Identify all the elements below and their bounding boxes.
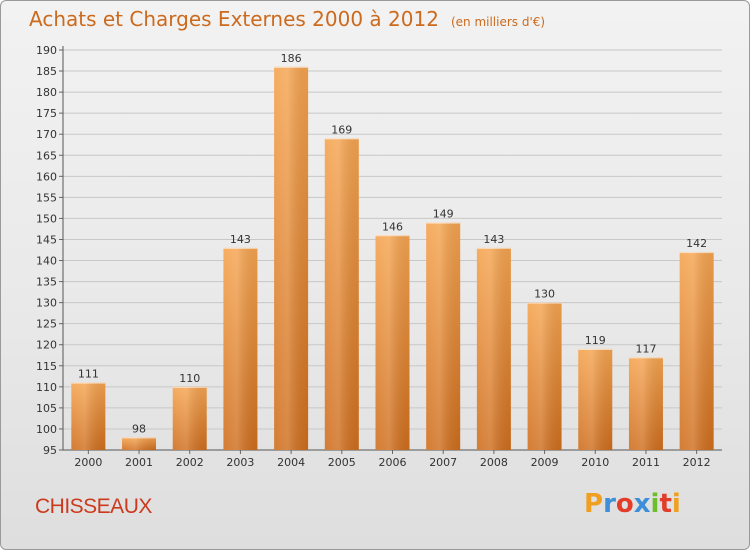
bar-value-label: 143 bbox=[230, 233, 251, 246]
bar-value-label: 143 bbox=[483, 233, 504, 246]
x-tick-label: 2005 bbox=[328, 456, 356, 469]
bar-value-label: 130 bbox=[534, 288, 555, 301]
y-tick-label: 150 bbox=[36, 212, 57, 225]
y-tick-label: 110 bbox=[36, 381, 57, 394]
y-tick-label: 130 bbox=[36, 297, 57, 310]
bar-shine bbox=[375, 235, 410, 450]
logo-letter: x bbox=[633, 489, 651, 519]
axes: 95 100 105 110 115 120 125 130 135 140 145 150 155 16… bbox=[36, 44, 722, 469]
y-tick-label: 125 bbox=[36, 318, 57, 331]
place-name: CHISSEAUX bbox=[35, 495, 152, 518]
logo-letter: r bbox=[603, 489, 616, 519]
y-tick-label: 120 bbox=[36, 339, 57, 352]
bar-shine bbox=[476, 247, 511, 450]
bar-value-label: 119 bbox=[585, 334, 606, 347]
x-tick-label: 2009 bbox=[531, 456, 559, 469]
y-tick-label: 160 bbox=[36, 170, 57, 183]
bar-shine bbox=[679, 252, 714, 450]
bar-shine bbox=[71, 382, 106, 450]
x-tick-label: 2012 bbox=[683, 456, 711, 469]
chart-title-text: Achats et Charges Externes 2000 à 2012 bbox=[29, 7, 439, 31]
y-tick-label: 140 bbox=[36, 255, 57, 268]
bar-value-label: 146 bbox=[382, 220, 403, 233]
y-tick-label: 170 bbox=[36, 128, 57, 141]
y-tick-label: 185 bbox=[36, 65, 57, 78]
x-tick-label: 2008 bbox=[480, 456, 508, 469]
x-tick-label: 2000 bbox=[74, 456, 102, 469]
bar-value-label: 111 bbox=[78, 368, 99, 381]
bar-value-label: 149 bbox=[433, 208, 454, 221]
y-tick-label: 100 bbox=[36, 423, 57, 436]
x-tick-label: 2007 bbox=[429, 456, 457, 469]
y-tick-label: 145 bbox=[36, 233, 57, 246]
bar-value-label: 117 bbox=[635, 342, 656, 355]
logo-letter: t bbox=[659, 489, 672, 519]
y-tick-label: 165 bbox=[36, 149, 57, 162]
chart-subtitle: (en milliers d'€) bbox=[450, 15, 546, 29]
bar-shine bbox=[527, 302, 562, 450]
y-tick-label: 135 bbox=[36, 276, 57, 289]
x-tick-label: 2001 bbox=[125, 456, 153, 469]
y-tick-label: 155 bbox=[36, 191, 57, 204]
bar-shine bbox=[274, 66, 309, 450]
bar-value-label: 169 bbox=[331, 123, 352, 136]
y-tick-label: 180 bbox=[36, 86, 57, 99]
bar-shine bbox=[578, 348, 613, 450]
y-tick-label: 105 bbox=[36, 402, 57, 415]
logo-letter: i bbox=[671, 489, 681, 519]
x-tick-label: 2002 bbox=[176, 456, 204, 469]
y-tick-label: 95 bbox=[43, 444, 57, 457]
bar-shine bbox=[223, 247, 258, 450]
logo-letter: P bbox=[584, 489, 604, 519]
x-tick-label: 2010 bbox=[581, 456, 609, 469]
bar-value-label: 98 bbox=[132, 422, 146, 435]
y-tick-label: 190 bbox=[36, 44, 57, 57]
bar-value-label: 110 bbox=[179, 372, 200, 385]
bar-shine bbox=[426, 222, 461, 450]
x-tick-label: 2003 bbox=[226, 456, 254, 469]
logo-letter: i bbox=[650, 489, 660, 519]
y-tick-label: 115 bbox=[36, 360, 57, 373]
logo-letter: o bbox=[615, 489, 634, 519]
bar-value-label: 142 bbox=[686, 237, 707, 250]
bar-shine bbox=[628, 357, 663, 450]
bar-shine bbox=[172, 386, 207, 450]
chart-title: Achats et Charges Externes 2000 à 2012 (e… bbox=[29, 7, 545, 31]
proxiti-logo[interactable]: Proxiti bbox=[584, 489, 681, 519]
data-labels: 111 98 110 143 186 169 146 149 143 130 119 117 142 bbox=[78, 52, 707, 436]
x-tick-label: 2006 bbox=[379, 456, 407, 469]
y-tick-label: 175 bbox=[36, 107, 57, 120]
x-tick-label: 2004 bbox=[277, 456, 305, 469]
bar-shine bbox=[122, 437, 157, 450]
x-tick-label: 2011 bbox=[632, 456, 660, 469]
bar-shine bbox=[324, 138, 359, 450]
bars bbox=[71, 66, 714, 450]
bar-value-label: 186 bbox=[281, 52, 302, 65]
